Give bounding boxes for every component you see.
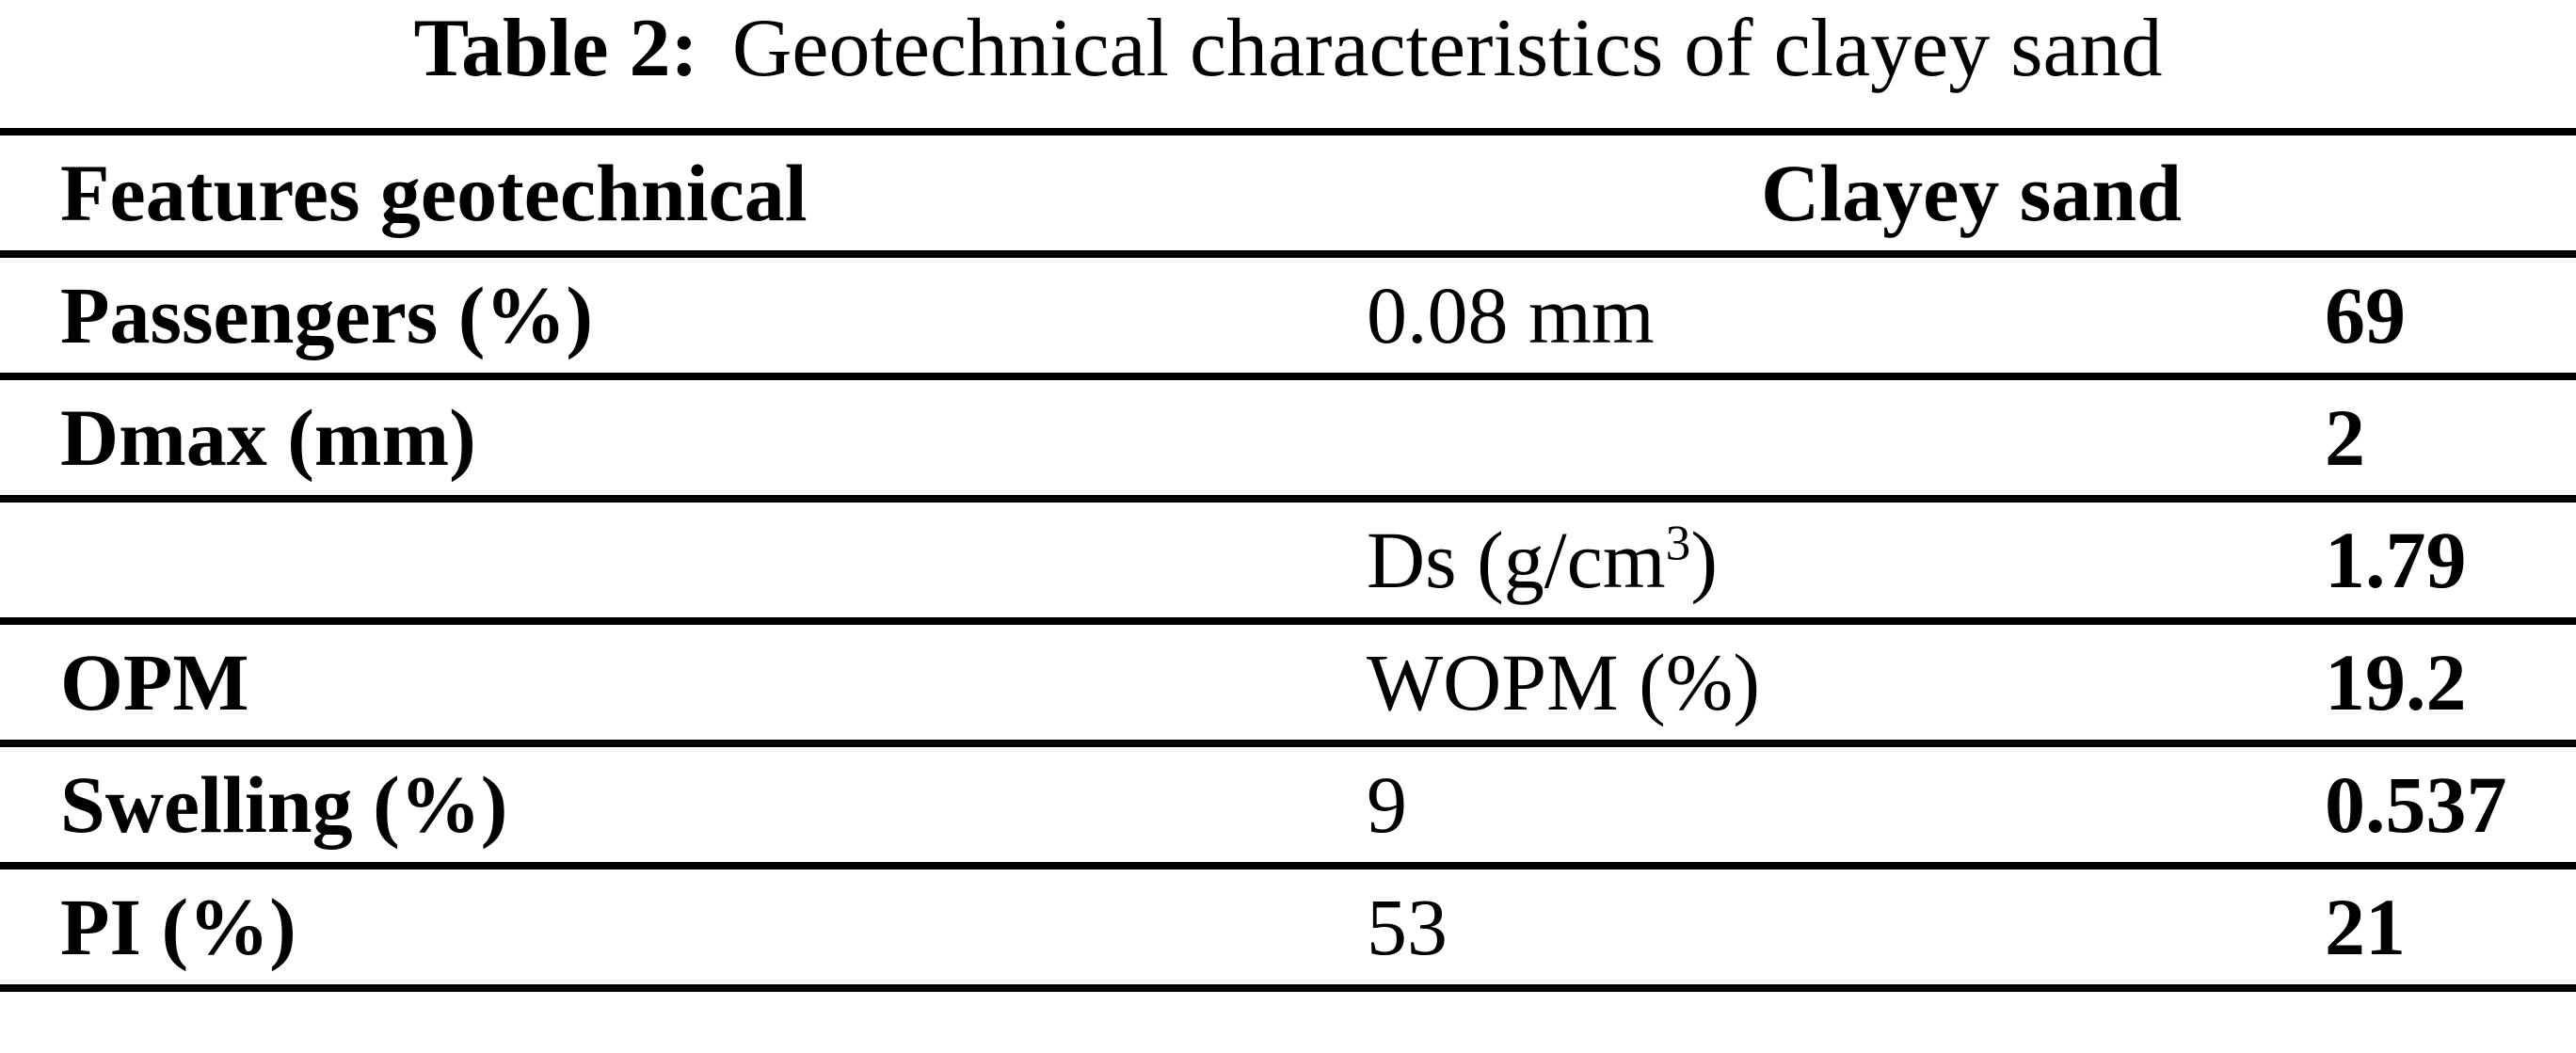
cell-param: 9 (1367, 759, 1407, 850)
table-caption: Table 2: Geotechnical characteristics of … (0, 0, 2576, 128)
cell-param: 53 (1367, 882, 1448, 972)
table-caption-label: Table 2: (413, 3, 698, 94)
cell-feature: Dmax (mm) (60, 392, 476, 483)
header-clayey-sand: Clayey sand (1761, 148, 2182, 238)
cell-value: 19.2 (2325, 637, 2467, 727)
cell-param: WOPM (%) (1367, 637, 1760, 727)
table-header-row: Features geotechnical Clayey sand (0, 132, 2576, 254)
geotechnical-table: Features geotechnical Clayey sand Passen… (0, 128, 2576, 992)
table-caption-text: Geotechnical characteristics of clayey s… (731, 3, 2163, 94)
cell-feature: Passengers (%) (60, 270, 594, 360)
cell-param-superscript: 3 (1665, 514, 1691, 571)
cell-param (1367, 376, 2325, 499)
cell-feature: PI (%) (60, 882, 296, 972)
cell-value: 2 (2325, 392, 2365, 483)
cell-value: 0.537 (2325, 759, 2507, 850)
table-row-passengers: Passengers (%) 0.08 mm 69 (0, 254, 2576, 376)
cell-feature: OPM (60, 637, 249, 727)
cell-feature: Swelling (%) (60, 759, 508, 850)
cell-param-prefix: Ds (g/cm (1367, 515, 1666, 605)
table-row-pi: PI (%) 53 21 (0, 866, 2576, 988)
table-row-dmax: Dmax (mm) 2 (0, 376, 2576, 499)
cell-param-suffix: ) (1690, 515, 1718, 605)
header-features: Features geotechnical (60, 148, 808, 238)
cell-param: Ds (g/cm3) (1367, 499, 2325, 621)
cell-feature (0, 499, 1367, 621)
cell-value: 69 (2325, 270, 2406, 360)
table-row-ds: Ds (g/cm3) 1.79 (0, 499, 2576, 621)
cell-value: 21 (2325, 882, 2406, 972)
cell-value: 1.79 (2325, 515, 2467, 605)
table-row-opm: OPM WOPM (%) 19.2 (0, 621, 2576, 743)
cell-param: 0.08 mm (1367, 270, 1655, 360)
table-row-swelling: Swelling (%) 9 0.537 (0, 743, 2576, 866)
